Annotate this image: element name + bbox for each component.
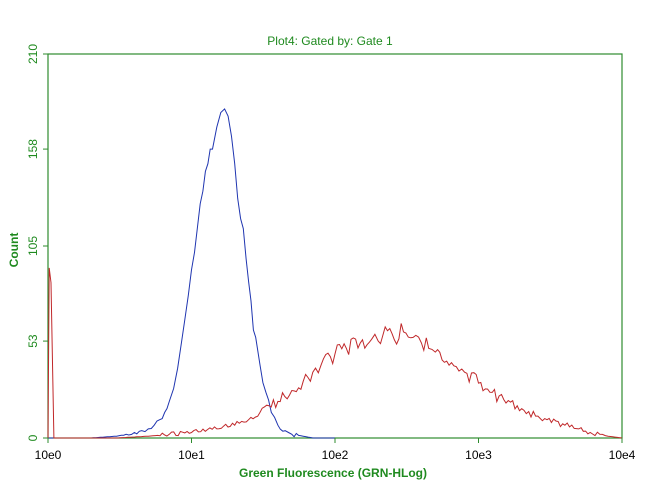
plot-border	[47, 53, 623, 439]
series-layer	[47, 108, 623, 439]
x-axis-label: Green Fluorescence (GRN-HLog)	[239, 466, 427, 480]
x-tick-label: 10e0	[35, 448, 62, 462]
x-axis-ticks: 10e0 10e1 10e2 10e3 10e4	[35, 438, 636, 462]
plot-frame	[47, 53, 623, 439]
y-tick-label: 210	[26, 44, 40, 64]
y-tick-label: 105	[26, 236, 40, 256]
series-red-line	[47, 267, 623, 439]
y-tick-label: 158	[26, 139, 40, 159]
x-tick-label: 10e4	[609, 448, 636, 462]
y-tick-label: 53	[26, 334, 40, 348]
chart-title: Plot4: Gated by: Gate 1	[267, 34, 393, 48]
x-tick-label: 10e1	[178, 448, 205, 462]
series-blue-line	[48, 108, 335, 439]
x-tick-label: 10e3	[465, 448, 492, 462]
y-axis-label: Count	[7, 233, 21, 268]
y-axis-ticks: 0 53 105 158 210	[26, 44, 48, 441]
y-tick-label: 0	[26, 434, 40, 441]
x-tick-label: 10e2	[322, 448, 349, 462]
